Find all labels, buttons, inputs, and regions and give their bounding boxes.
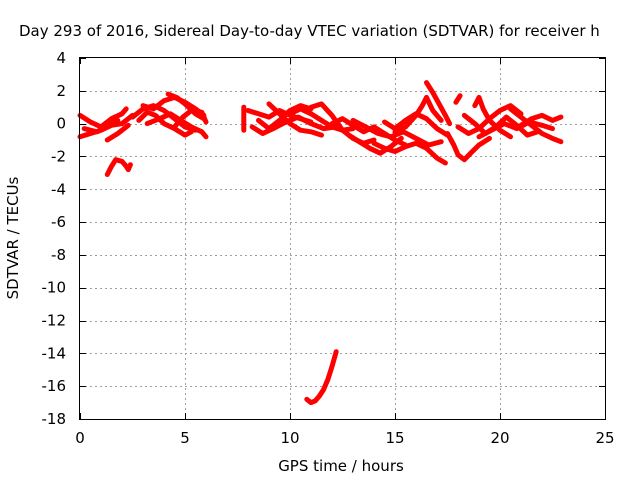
- y-tick-label: -2: [51, 147, 66, 165]
- y-tick-label: 4: [56, 49, 66, 67]
- grid-lines: [80, 58, 605, 419]
- sdtvar-trace-23: [392, 94, 444, 135]
- y-tick-label: -10: [42, 279, 67, 297]
- sdtvar-trace-6: [136, 109, 194, 138]
- y-tick-label: -12: [42, 312, 67, 330]
- x-tick-label: 20: [490, 429, 509, 447]
- sdtvar-trace-21: [371, 140, 448, 166]
- sdtvar-trace-9: [165, 91, 207, 122]
- sdtvar-trace-13: [249, 114, 339, 136]
- sdtvar-trace-2: [81, 117, 121, 135]
- sdtvar-trace-24: [424, 80, 453, 127]
- sdtvar-trace-33: [304, 349, 339, 406]
- y-tick-label: 0: [56, 115, 66, 133]
- y-tick-label: -18: [42, 410, 67, 428]
- sdtvar-trace-30: [476, 119, 555, 140]
- sdtvar-trace-20: [350, 117, 444, 148]
- sdtvar-trace-31: [508, 106, 564, 145]
- sdtvar-trace-15: [266, 101, 324, 138]
- sdtvar-trace-32: [518, 112, 564, 128]
- sdtvar-trace-25: [445, 131, 492, 163]
- sdtvar-trace-10: [172, 108, 209, 130]
- sdtvar-trace-28: [461, 112, 541, 138]
- x-tick-label: 10: [280, 429, 299, 447]
- y-axis-label: SDTVAR / TECUs: [4, 176, 22, 299]
- x-tick-label: 25: [595, 429, 614, 447]
- sdtvar-trace-26: [453, 93, 463, 105]
- y-tick-label: 2: [56, 82, 66, 100]
- sdtvar-trace-5: [130, 103, 198, 133]
- sdtvar-trace-0: [77, 106, 129, 130]
- sdtvar-trace-19: [346, 132, 404, 156]
- data-series: [77, 80, 564, 406]
- sdtvar-trace-29: [472, 94, 513, 140]
- x-tick-label: 0: [75, 429, 85, 447]
- chart-title: Day 293 of 2016, Sidereal Day-to-day VTE…: [19, 22, 600, 40]
- sdtvar-trace-4: [104, 157, 133, 177]
- plot-frame: [79, 57, 606, 420]
- y-tick-label: -8: [51, 246, 66, 264]
- y-tick-label: -14: [42, 344, 67, 362]
- x-tick-label: 15: [385, 429, 404, 447]
- sdtvar-trace-3: [104, 122, 131, 143]
- y-tick-label: -6: [51, 213, 66, 231]
- x-tick-label: 5: [180, 429, 190, 447]
- y-tick-label: -16: [42, 377, 67, 395]
- y-tick-label: -4: [51, 180, 66, 198]
- x-axis-label: GPS time / hours: [278, 457, 404, 475]
